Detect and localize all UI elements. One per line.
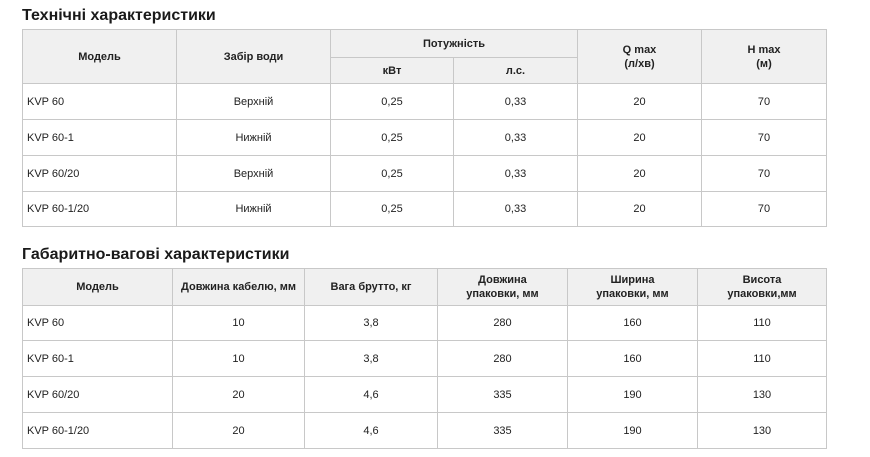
header-line: Вага брутто, кг	[330, 281, 412, 293]
table-cell: 280	[437, 305, 568, 341]
table-cell: 335	[437, 376, 568, 413]
spec-table: Модель Забір води Потужність Q max (л/хв)…	[22, 29, 827, 227]
table-body: KVP 60 10 3,8 280 160 110 KVP 60-1 10 3,8 280 160 1…	[22, 305, 827, 449]
table-cell: Верхній	[176, 155, 331, 192]
table-cell: KVP 60-1/20	[22, 191, 177, 227]
header-line: (л/хв)	[624, 57, 655, 70]
header-cell: Довжина упаковки, мм	[437, 268, 568, 306]
header-cell: Q max (л/хв)	[577, 29, 702, 84]
table-cell: Верхній	[176, 83, 331, 120]
table-cell: 0,25	[330, 191, 454, 227]
header-line: Висота	[742, 274, 782, 286]
header-line: упаковки, мм	[466, 288, 539, 300]
table-cell: 4,6	[304, 376, 438, 413]
table-cell: 130	[697, 376, 827, 413]
table-cell: Нижній	[176, 191, 331, 227]
table-cell: 20	[577, 119, 702, 156]
header-cell: Висота упаковки,мм	[697, 268, 827, 306]
table-cell: Нижній	[176, 119, 331, 156]
header-line: Q max	[622, 43, 657, 56]
header-cell: Ширина упаковки, мм	[567, 268, 698, 306]
table-cell: 0,33	[453, 83, 578, 120]
section-title: Технічні характеристики	[22, 7, 216, 24]
table-cell: 70	[701, 191, 827, 227]
table-cell: 190	[567, 412, 698, 449]
header-line: Довжина	[478, 274, 527, 286]
header-cell: H max (м)	[701, 29, 827, 84]
table-body: KVP 60 Верхній 0,25 0,33 20 70 KVP 60-1 Нижній 0…	[22, 83, 827, 227]
section-title: Габаритно-вагові характеристики	[22, 246, 290, 263]
table-cell: 110	[697, 305, 827, 341]
table-cell: 190	[567, 376, 698, 413]
header-line: Модель	[76, 281, 119, 293]
table-cell: 0,33	[453, 191, 578, 227]
header-line: H max	[747, 43, 781, 56]
table-cell: 20	[172, 376, 305, 413]
table-row: KVP 60 Верхній 0,25 0,33 20 70	[22, 83, 827, 120]
table-cell: 20	[577, 155, 702, 192]
table-cell: 10	[172, 305, 305, 341]
table-cell: KVP 60	[22, 83, 177, 120]
table-cell: 110	[697, 340, 827, 377]
table-cell: KVP 60-1	[22, 119, 177, 156]
table-row: KVP 60 10 3,8 280 160 110	[22, 305, 827, 341]
header-line: Ширина	[610, 274, 655, 286]
header-cell: Модель	[22, 29, 177, 84]
table-cell: 160	[567, 305, 698, 341]
dimension-table: Модель Довжина кабелю, мм Вага брутто, кг Д…	[22, 268, 827, 449]
table-row: KVP 60-1/20 Нижній 0,25 0,33 20 70	[22, 191, 827, 227]
header-cell: Модель	[22, 268, 173, 306]
table-cell: 0,25	[330, 119, 454, 156]
table-cell: KVP 60-1/20	[22, 412, 173, 449]
header-cell: Вага брутто, кг	[304, 268, 438, 306]
table-cell: 4,6	[304, 412, 438, 449]
table-cell: 70	[701, 119, 827, 156]
table-row: KVP 60-1 Нижній 0,25 0,33 20 70	[22, 119, 827, 156]
table-cell: 3,8	[304, 305, 438, 341]
table-row: KVP 60/20 20 4,6 335 190 130	[22, 376, 827, 413]
table-cell: 70	[701, 83, 827, 120]
table-cell: 20	[577, 83, 702, 120]
header-line: Довжина кабелю, мм	[181, 281, 296, 293]
table-cell: 10	[172, 340, 305, 377]
table-cell: 20	[172, 412, 305, 449]
header-cell: л.с.	[453, 57, 578, 84]
table-cell: KVP 60	[22, 305, 173, 341]
header-cell: Довжина кабелю, мм	[172, 268, 305, 306]
table-cell: 335	[437, 412, 568, 449]
header-cell: Потужність	[330, 29, 578, 58]
table-cell: 0,33	[453, 155, 578, 192]
table-cell: KVP 60/20	[22, 155, 177, 192]
header-row: Модель Довжина кабелю, мм Вага брутто, кг Д…	[22, 268, 827, 306]
table-row: KVP 60-1 10 3,8 280 160 110	[22, 340, 827, 377]
header-line: упаковки, мм	[596, 288, 669, 300]
header-line: (м)	[756, 57, 772, 70]
table-cell: 3,8	[304, 340, 438, 377]
table-cell: 0,25	[330, 155, 454, 192]
table-cell: 130	[697, 412, 827, 449]
table-cell: 160	[567, 340, 698, 377]
table-cell: 70	[701, 155, 827, 192]
table-cell: 0,25	[330, 83, 454, 120]
table-cell: 280	[437, 340, 568, 377]
header-cell: Забір води	[176, 29, 331, 84]
header-cell: кВт	[330, 57, 454, 84]
table-row: KVP 60/20 Верхній 0,25 0,33 20 70	[22, 155, 827, 192]
table-cell: 20	[577, 191, 702, 227]
table-cell: KVP 60-1	[22, 340, 173, 377]
table-cell: 0,33	[453, 119, 578, 156]
table-cell: KVP 60/20	[22, 376, 173, 413]
table-row: KVP 60-1/20 20 4,6 335 190 130	[22, 412, 827, 449]
header-line: упаковки,мм	[727, 288, 797, 300]
